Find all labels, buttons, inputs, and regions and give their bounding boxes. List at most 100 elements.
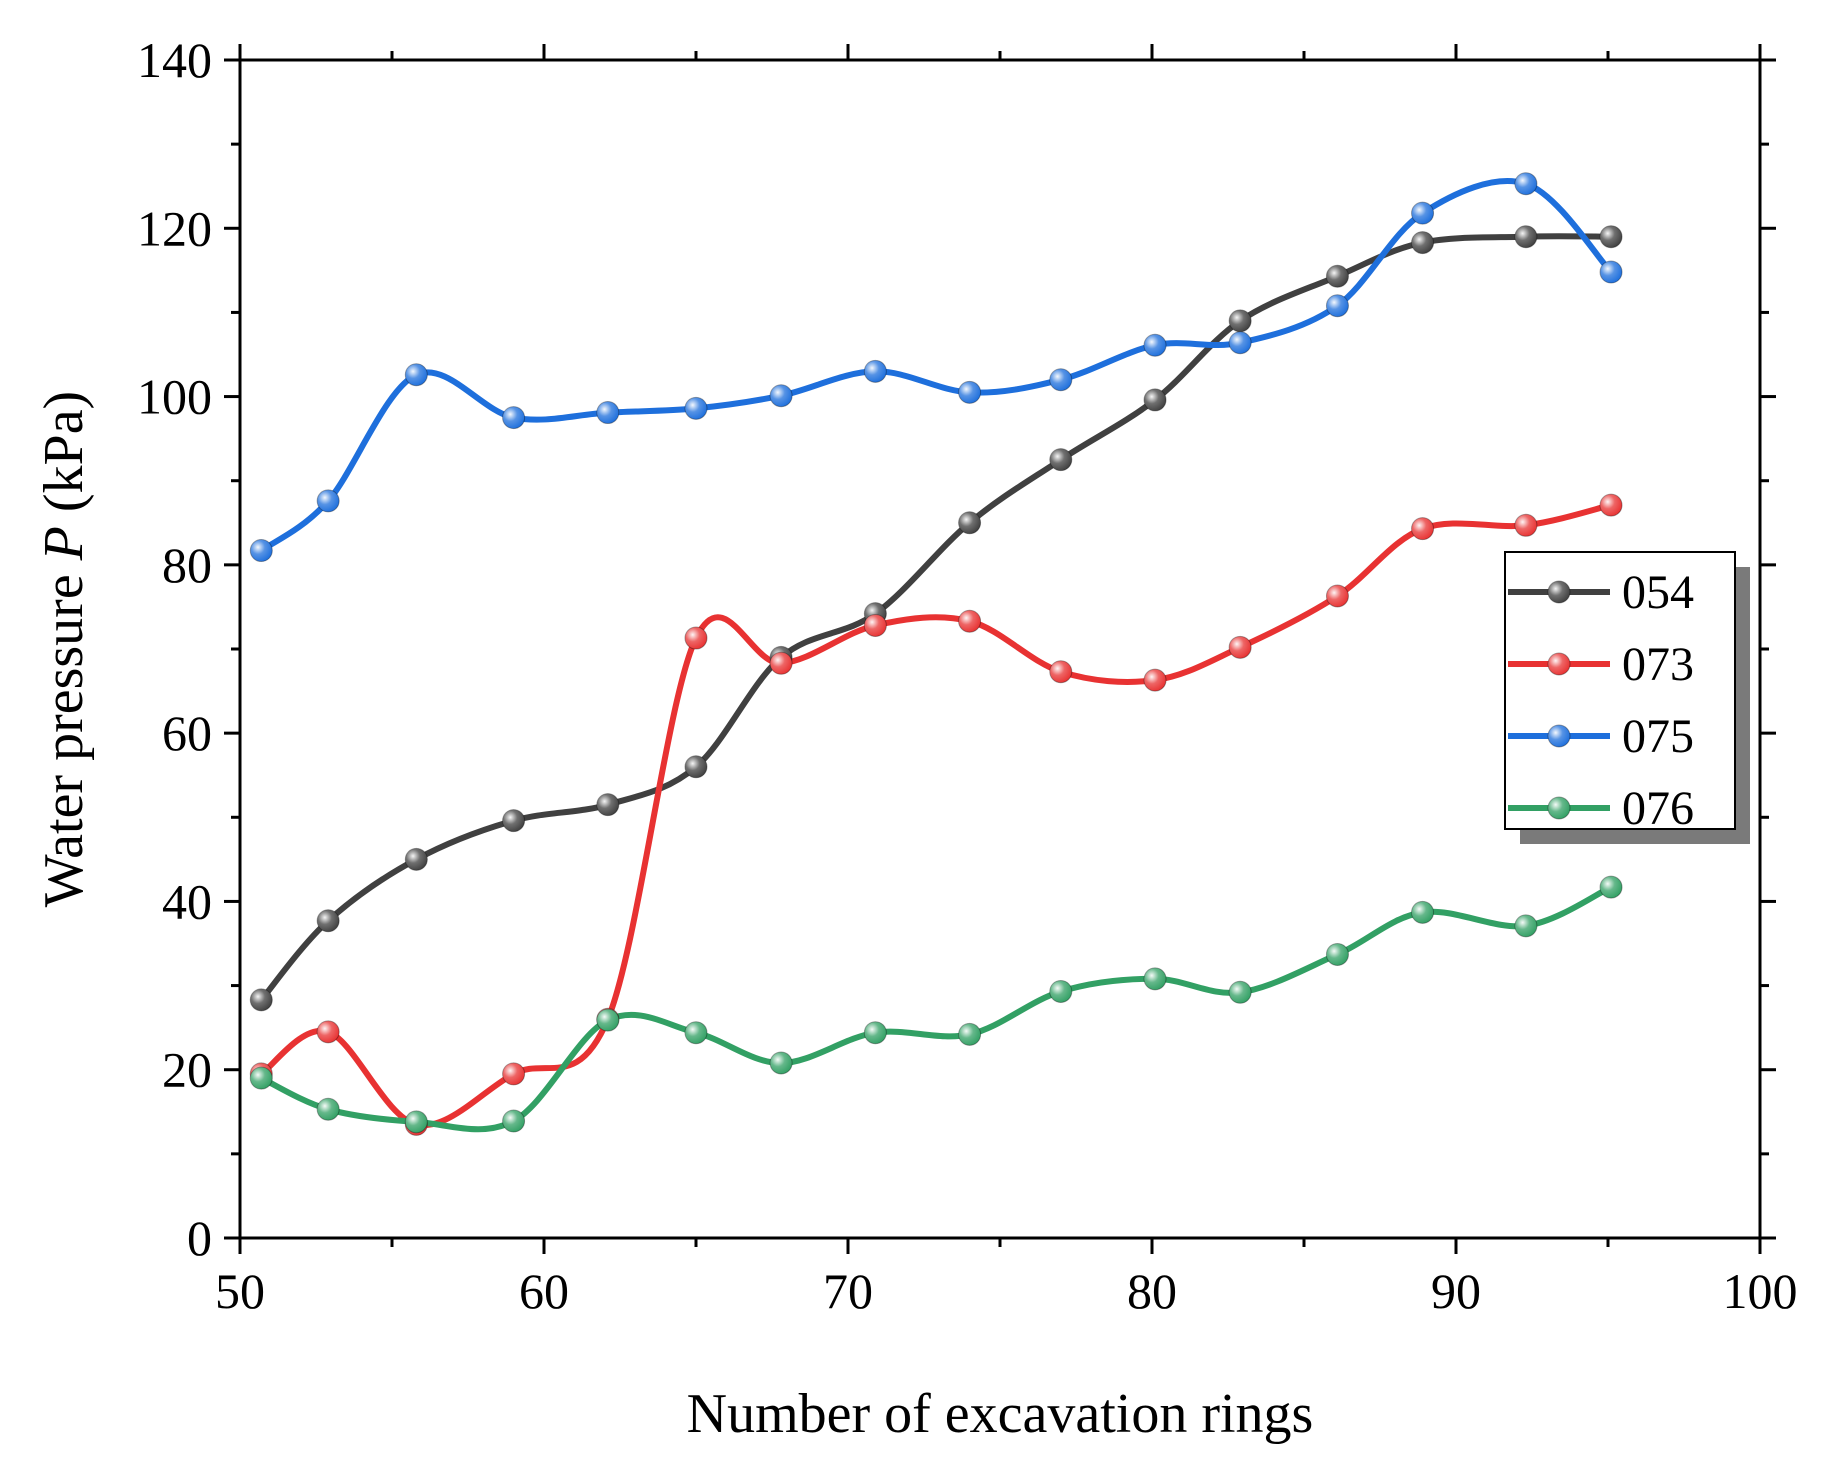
- series-line-054: [258, 233, 1614, 1003]
- data-point-073: [958, 609, 982, 633]
- y-tick-label: 120: [137, 200, 212, 256]
- legend-swatch-marker: [1547, 652, 1571, 676]
- data-point-073: [1325, 584, 1349, 608]
- legend-swatch-marker: [1547, 724, 1571, 748]
- x-tick-label: 60: [519, 1263, 569, 1319]
- data-point-076: [316, 1097, 340, 1121]
- x-tick-labels: 50 60 70 80 90 100: [215, 1263, 1798, 1319]
- data-point-073: [1411, 517, 1435, 541]
- data-point-054: [316, 909, 340, 933]
- data-point-075: [1143, 333, 1167, 357]
- data-point-076: [404, 1110, 428, 1134]
- data-point-075: [502, 406, 526, 430]
- legend: 054 073 075 076: [1504, 551, 1750, 844]
- data-point-076: [863, 1021, 887, 1045]
- data-point-073: [1228, 635, 1252, 659]
- data-point-073: [863, 613, 887, 637]
- data-point-075: [1411, 201, 1435, 225]
- data-point-076: [1143, 967, 1167, 991]
- x-tick-label: 100: [1723, 1263, 1798, 1319]
- data-point-076: [249, 1066, 273, 1090]
- legend-label: 075: [1622, 710, 1694, 763]
- data-point-075: [596, 401, 620, 425]
- data-point-075: [958, 380, 982, 404]
- data-point-075: [404, 363, 428, 387]
- y-tick-label: 20: [162, 1042, 212, 1098]
- legend-label: 054: [1622, 566, 1694, 619]
- legend-item-054: 054: [1508, 566, 1694, 619]
- data-point-054: [249, 988, 273, 1012]
- x-tick-label: 90: [1431, 1263, 1481, 1319]
- data-point-075: [249, 539, 273, 563]
- data-point-075: [684, 396, 708, 420]
- x-tick-label: 50: [215, 1263, 265, 1319]
- series-line-076: [258, 884, 1614, 1133]
- legend-item-076: 076: [1508, 782, 1694, 835]
- data-point-076: [769, 1051, 793, 1075]
- y-tick-label: 60: [162, 705, 212, 761]
- legend-swatch-marker: [1547, 796, 1571, 820]
- legend-swatch-marker: [1547, 580, 1571, 604]
- data-point-076: [684, 1021, 708, 1045]
- data-point-073: [316, 1020, 340, 1044]
- data-point-075: [316, 489, 340, 513]
- data-point-054: [684, 755, 708, 779]
- plot-area: 50 60 70 80 90 100 0 20 40 60 80 100 120 140: [137, 32, 1798, 1319]
- data-point-073: [1514, 513, 1538, 537]
- legend-label: 076: [1622, 782, 1694, 835]
- y-axis-title: Water pressure P (kPa): [33, 391, 95, 907]
- data-point-054: [1049, 448, 1073, 472]
- data-point-076: [1228, 980, 1252, 1004]
- axis-ticks: [224, 44, 1776, 1254]
- y-tick-label: 140: [137, 32, 212, 88]
- y-tick-label: 80: [162, 537, 212, 593]
- data-point-075: [1228, 331, 1252, 355]
- x-tick-label: 70: [823, 1263, 873, 1319]
- data-point-054: [1411, 231, 1435, 255]
- data-point-076: [958, 1022, 982, 1046]
- data-point-054: [1514, 225, 1538, 249]
- data-point-076: [1325, 942, 1349, 966]
- y-axis-title-prefix: Water pressure: [33, 560, 95, 907]
- series-line-073: [258, 502, 1614, 1129]
- y-tick-labels: 0 20 40 60 80 100 120 140: [137, 32, 212, 1266]
- data-point-054: [958, 511, 982, 535]
- data-point-054: [1599, 225, 1623, 249]
- data-point-076: [1514, 914, 1538, 938]
- data-point-073: [1599, 493, 1623, 517]
- data-point-075: [1325, 294, 1349, 318]
- series-line-075: [258, 178, 1614, 554]
- legend-box: [1504, 551, 1736, 830]
- y-axis-title-unit: (kPa): [33, 391, 95, 526]
- data-point-054: [404, 847, 428, 871]
- data-point-076: [1599, 875, 1623, 899]
- series-markers: [249, 172, 1623, 1136]
- data-point-073: [502, 1062, 526, 1086]
- data-point-054: [1228, 309, 1252, 333]
- data-point-054: [1143, 388, 1167, 412]
- data-point-073: [1143, 668, 1167, 692]
- data-point-076: [1049, 979, 1073, 1003]
- legend-item-073: 073: [1508, 638, 1694, 691]
- data-point-054: [502, 809, 526, 833]
- data-point-075: [863, 359, 887, 383]
- data-point-075: [1049, 368, 1073, 392]
- y-tick-label: 100: [137, 369, 212, 425]
- legend-items: 054 073 075 076: [1508, 566, 1694, 835]
- data-point-076: [596, 1008, 620, 1032]
- x-tick-label: 80: [1127, 1263, 1177, 1319]
- legend-label: 073: [1622, 638, 1694, 691]
- data-point-076: [502, 1109, 526, 1133]
- data-point-054: [596, 793, 620, 817]
- y-axis-title-variable: P: [33, 526, 95, 561]
- data-point-073: [1049, 660, 1073, 684]
- x-axis-title: Number of excavation rings: [687, 1383, 1314, 1445]
- data-point-075: [1599, 260, 1623, 284]
- series-lines: [258, 178, 1614, 1133]
- data-point-073: [684, 626, 708, 650]
- legend-item-075: 075: [1508, 710, 1694, 763]
- y-tick-label: 40: [162, 873, 212, 929]
- data-point-073: [769, 651, 793, 675]
- data-point-054: [1325, 264, 1349, 288]
